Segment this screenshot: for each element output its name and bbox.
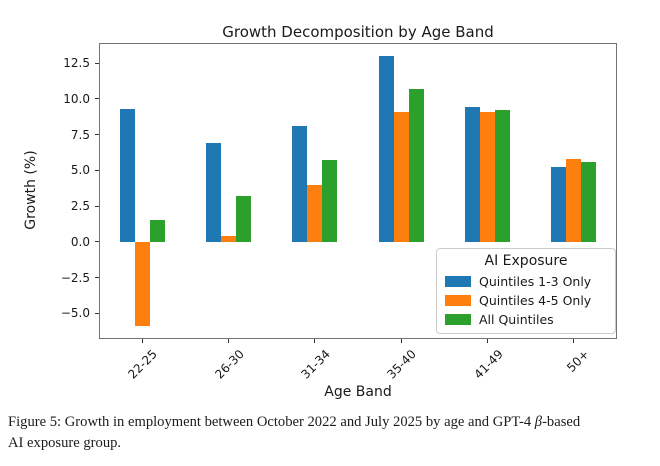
bar-26-30-all-quintiles [236,196,251,242]
bar-22-25-all-quintiles [149,220,165,242]
caption-line-1: Figure 5: Growth in employment between O… [8,412,656,433]
legend-title: AI Exposure [484,253,568,269]
bar-26-30-quintiles-4-5-only [221,236,236,242]
legend-entry-label: Quintiles 4-5 Only [479,293,592,308]
x-tick-mark [487,339,488,343]
x-tick-mark [314,339,316,343]
bar-22-25-quintiles-1-3-only [119,108,135,242]
y-tick-label: 5.0 [70,163,90,178]
bar-50+-quintiles-1-3-only [551,167,567,242]
bar-31-34-quintiles-1-3-only [292,125,308,242]
x-axis-label: Age Band [324,384,392,400]
y-tick-label: 10.0 [63,91,90,106]
bar-35-40-quintiles-1-3-only [378,55,394,242]
caption-line-2: AI exposure group. [8,435,122,451]
x-tick-mark [141,339,143,343]
bar-50+-all-quintiles [581,161,597,242]
y-tick-mark [95,312,99,314]
bar-chart: Growth Decomposition by Age Band Growth … [23,23,617,400]
y-tick-label: 7.5 [70,127,90,142]
y-tick-label: −2.5 [60,270,90,285]
legend-entries: Quintiles 1-3 Only Quintiles 4-5 Only All … [445,270,607,327]
legend: AI Exposure Quintiles 1-3 Only Quintiles … [436,248,616,334]
bar-31-34-quintiles-4-5-only [307,184,323,242]
y-axis-label: Growth (%) [23,150,39,230]
bar-35-40-all-quintiles [408,88,424,242]
y-tick-mark [95,277,99,278]
beta-symbol: β [534,414,543,430]
y-tick-label: 2.5 [70,199,90,213]
y-tick-mark [95,205,99,207]
legend-entry-label: Quintiles 1-3 Only [479,274,592,289]
legend-entry: Quintiles 1-3 Only [445,274,607,289]
legend-swatch-icon [445,295,471,306]
y-tick-label: −5.0 [60,306,90,321]
y-tick-mark [95,98,99,100]
bar-41-49-all-quintiles [495,110,510,242]
chart-title: Growth Decomposition by Age Band [222,23,494,41]
y-tick-mark [95,169,99,171]
figure-caption: Figure 5: Growth in employment between O… [8,412,656,454]
caption-text: -based [542,414,581,430]
bar-22-25-quintiles-4-5-only [134,241,150,327]
legend-entry: All Quintiles [445,312,607,327]
x-tick-mark [228,339,229,343]
legend-swatch-icon [445,276,471,287]
bar-41-49-quintiles-4-5-only [480,111,495,242]
bar-31-34-all-quintiles [322,160,338,242]
y-tick-mark [95,241,99,243]
y-tick-mark [95,62,99,64]
bar-41-49-quintiles-1-3-only [465,107,480,242]
caption-text: Figure 5: Growth in employment between O… [8,414,535,430]
y-tick-label: 12.5 [63,56,90,71]
x-tick-mark [573,339,575,343]
legend-entry-label: All Quintiles [479,312,554,327]
legend-entry: Quintiles 4-5 Only [445,293,607,308]
y-tick-mark [95,134,99,136]
legend-swatch-icon [445,314,471,325]
bar-50+-quintiles-4-5-only [566,158,582,242]
x-tick-mark [400,339,402,343]
bar-35-40-quintiles-4-5-only [393,111,409,242]
bar-26-30-quintiles-1-3-only [206,143,221,242]
y-tick-label: 0.0 [70,234,90,249]
